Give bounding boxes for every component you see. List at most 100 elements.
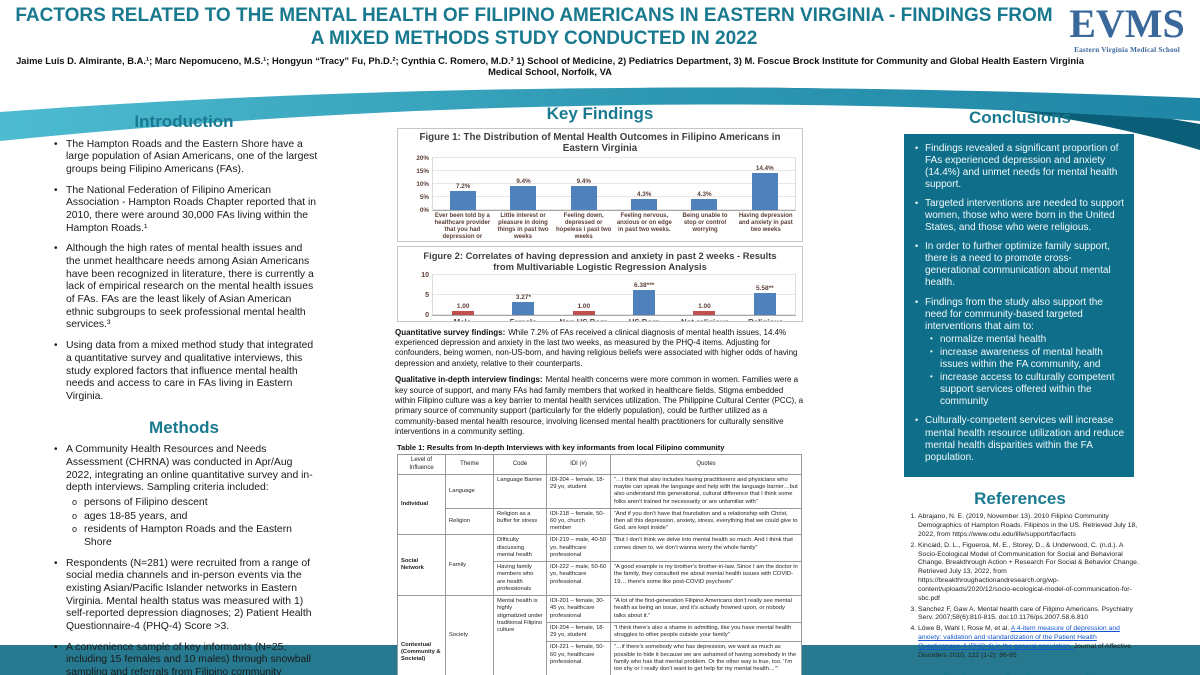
bar-group: 9.4% [554, 177, 614, 211]
bar-value-label: 14.4% [755, 164, 774, 172]
table-cell: “A lot of the first-generation Filipino … [610, 595, 802, 623]
bar-value-label: 3.27* [515, 294, 532, 302]
methods-list: A Community Health Resources and Needs A… [50, 444, 318, 675]
bar [751, 172, 778, 211]
references-heading: References [974, 488, 1066, 508]
table-header-cell: Code [493, 454, 547, 475]
bar [510, 185, 537, 211]
introduction-list: The Hampton Roads and the Eastern Shore … [50, 139, 318, 404]
evms-logo-acronym: EVMS [1069, 1, 1185, 46]
table-row: Social Network Family Difficulty discussin… [397, 534, 802, 597]
figure1-chart: 0% 5% 10% 15% 20% 7.2% 9.4% 9.4% 4.3% 4.3% 14.4% Ev… [402, 155, 796, 241]
bar-group: 7.2% [433, 183, 493, 211]
x-axis-label: Feeling down, depressed or hopeless i pa… [556, 213, 612, 241]
conclusion-bullet: Findings revealed a significant proporti… [915, 143, 1126, 191]
bar-group: 4.3% [614, 191, 674, 211]
table-cell: Religion [445, 507, 494, 536]
bar-group: 1.00 [433, 303, 493, 316]
bar-group: 6.38*** [614, 282, 674, 316]
y-axis-tick-label: 15% [416, 168, 429, 176]
reference-item: Kincaid, D. L., Figueroa, M. E., Storey,… [918, 542, 1140, 604]
bar-value-label: 1.00 [698, 303, 711, 311]
methods-bullet: A Community Health Resources and Needs A… [54, 444, 318, 550]
gridline [433, 294, 795, 296]
figure2-chart: 0 5 10 1.00 3.27* 1.00 6.38*** 1.00 5.58** MaleFe… [402, 272, 796, 321]
methods-heading: Methods [149, 417, 219, 437]
qualitative-findings-text: Mental health concerns were more common … [395, 375, 804, 437]
table-row: Religion Religion as a buffer for stress I… [398, 507, 802, 536]
qualitative-findings-paragraph: Qualitative in-depth interview findings:… [395, 375, 804, 437]
table-cell: “I think there’s also a shame in admitti… [610, 621, 802, 643]
table-cell: “…I think that also includes having prac… [610, 473, 802, 509]
table-cell: “A good example is my brother’s brother-… [610, 561, 802, 597]
table-cell: IDI-204 – female, 18-29 yo, student [546, 473, 611, 509]
reference-text: Löwe B, Wahl I, Rose M, et al. [918, 625, 1011, 633]
conclusion-bullet: Targeted interventions are needed to sup… [915, 198, 1126, 234]
gridline [433, 314, 795, 316]
y-axis-tick-label: 0% [419, 207, 429, 215]
key-findings-heading: Key Findings [546, 104, 654, 123]
table-row: IDI-204 – female, 18-29 yo, student “I th… [398, 621, 802, 643]
table1-title: Table 1: Results from In-depth Interview… [397, 443, 725, 453]
bar-value-label: 9.4% [576, 177, 591, 185]
y-axis-tick-label: 10 [421, 272, 429, 280]
methods-bullet: Respondents (N=281) were recruited from … [54, 558, 318, 634]
x-axis-label: Ever been told by a healthcare provider … [434, 213, 491, 241]
table-header-cell: Theme [445, 454, 494, 475]
x-axis-label: Having depression and anxiety in past tw… [738, 213, 793, 234]
bar [633, 289, 656, 316]
introduction-heading: Introduction [134, 112, 234, 131]
x-axis-label: Non US Born [553, 316, 614, 320]
criteria-item: persons of Filipino descent [72, 497, 318, 510]
bar-value-label: 6.38*** [634, 281, 655, 289]
table-cell: “But I don’t think we delve into mental … [610, 534, 802, 563]
intro-bullet: The Hampton Roads and the Eastern Shore … [54, 139, 318, 177]
quantitative-findings-label: Quantitative survey findings: [395, 327, 506, 337]
bar-group: 3.27* [493, 294, 553, 316]
reference-item: Abrajano, N. E. (2019, November 13). 201… [918, 513, 1140, 539]
reference-item: Löwe B, Wahl I, Rose M, et al. A 4-item … [918, 625, 1140, 660]
conclusions-box: Findings revealed a significant proporti… [904, 133, 1134, 477]
table-cell: Language Barrier [493, 473, 547, 509]
conclusion-sub-bullet: increase awareness of mental health issu… [930, 347, 1126, 371]
x-axis-label: Feeling nervous, anxious or on edge in p… [616, 213, 672, 234]
y-axis-tick-label: 20% [416, 155, 429, 163]
bar [753, 292, 776, 316]
y-axis-tick-label: 5 [425, 292, 429, 300]
conclusion-bullet: Culturally-competent services will incre… [915, 415, 1126, 463]
bar-group: 9.4% [493, 177, 553, 211]
bar [512, 302, 535, 316]
bar-value-label: 5.58** [755, 284, 774, 292]
references-list: Abrajano, N. E. (2019, November 13). 201… [906, 513, 1140, 660]
x-axis-label: Little interest or pleasure in doing thi… [497, 213, 549, 241]
table-header-cell: IDI (#) [546, 454, 611, 475]
figure2-title: Figure 2: Correlates of having depressio… [423, 249, 777, 272]
conclusion-sub-bullet: increase access to culturally competent … [930, 372, 1126, 408]
figure1-box: Figure 1: The Distribution of Mental Hea… [397, 127, 803, 242]
conclusion-bullet: In order to further optimize family supp… [915, 241, 1126, 289]
evms-logo-name: Eastern Virginia Medical School [1074, 46, 1180, 54]
bar-value-label: 9.4% [516, 177, 531, 185]
y-axis-tick-label: 10% [416, 181, 429, 189]
table-cell: IDI-204 – female, 18-29 yo, student [546, 621, 611, 643]
table-cell: Social Network [397, 534, 446, 597]
bar-group: 14.4% [735, 164, 795, 211]
y-axis-tick-label: 0 [425, 312, 429, 320]
table-cell: IDI-218 – female, 50-60 yo, church membe… [546, 507, 611, 536]
intro-bullet: The National Federation of Filipino Amer… [54, 185, 318, 236]
reference-item: Sanchez F, Gaw A. Mental health care of … [918, 606, 1140, 624]
x-axis-label: Male [432, 316, 493, 320]
quantitative-findings-paragraph: Quantitative survey findings: While 7.2% … [395, 328, 804, 370]
evms-logo: EVMS Eastern Virginia Medical School [1060, 1, 1194, 55]
figure1-title: Figure 1: The Distribution of Mental Hea… [419, 131, 781, 155]
bar-group: 5.58** [735, 284, 795, 316]
table-cell: Difficulty discussing mental health [493, 534, 547, 563]
idi-table: Level of Influence Theme Code IDI (#) Quotes… [397, 454, 802, 675]
gridline [433, 274, 795, 276]
qualitative-findings-label: Qualitative in-depth interview findings: [395, 375, 543, 385]
right-column: Conclusions Findings revealed a signific… [858, 108, 1182, 675]
table-cell: “And if you don’t have that foundation a… [610, 507, 802, 536]
table-cell: “…if there’s somebody who has depression… [610, 641, 802, 675]
plot-area: 0 5 10 1.00 3.27* 1.00 6.38*** 1.00 5.58** [421, 272, 796, 319]
x-axis-label: Not-religious [675, 316, 736, 320]
